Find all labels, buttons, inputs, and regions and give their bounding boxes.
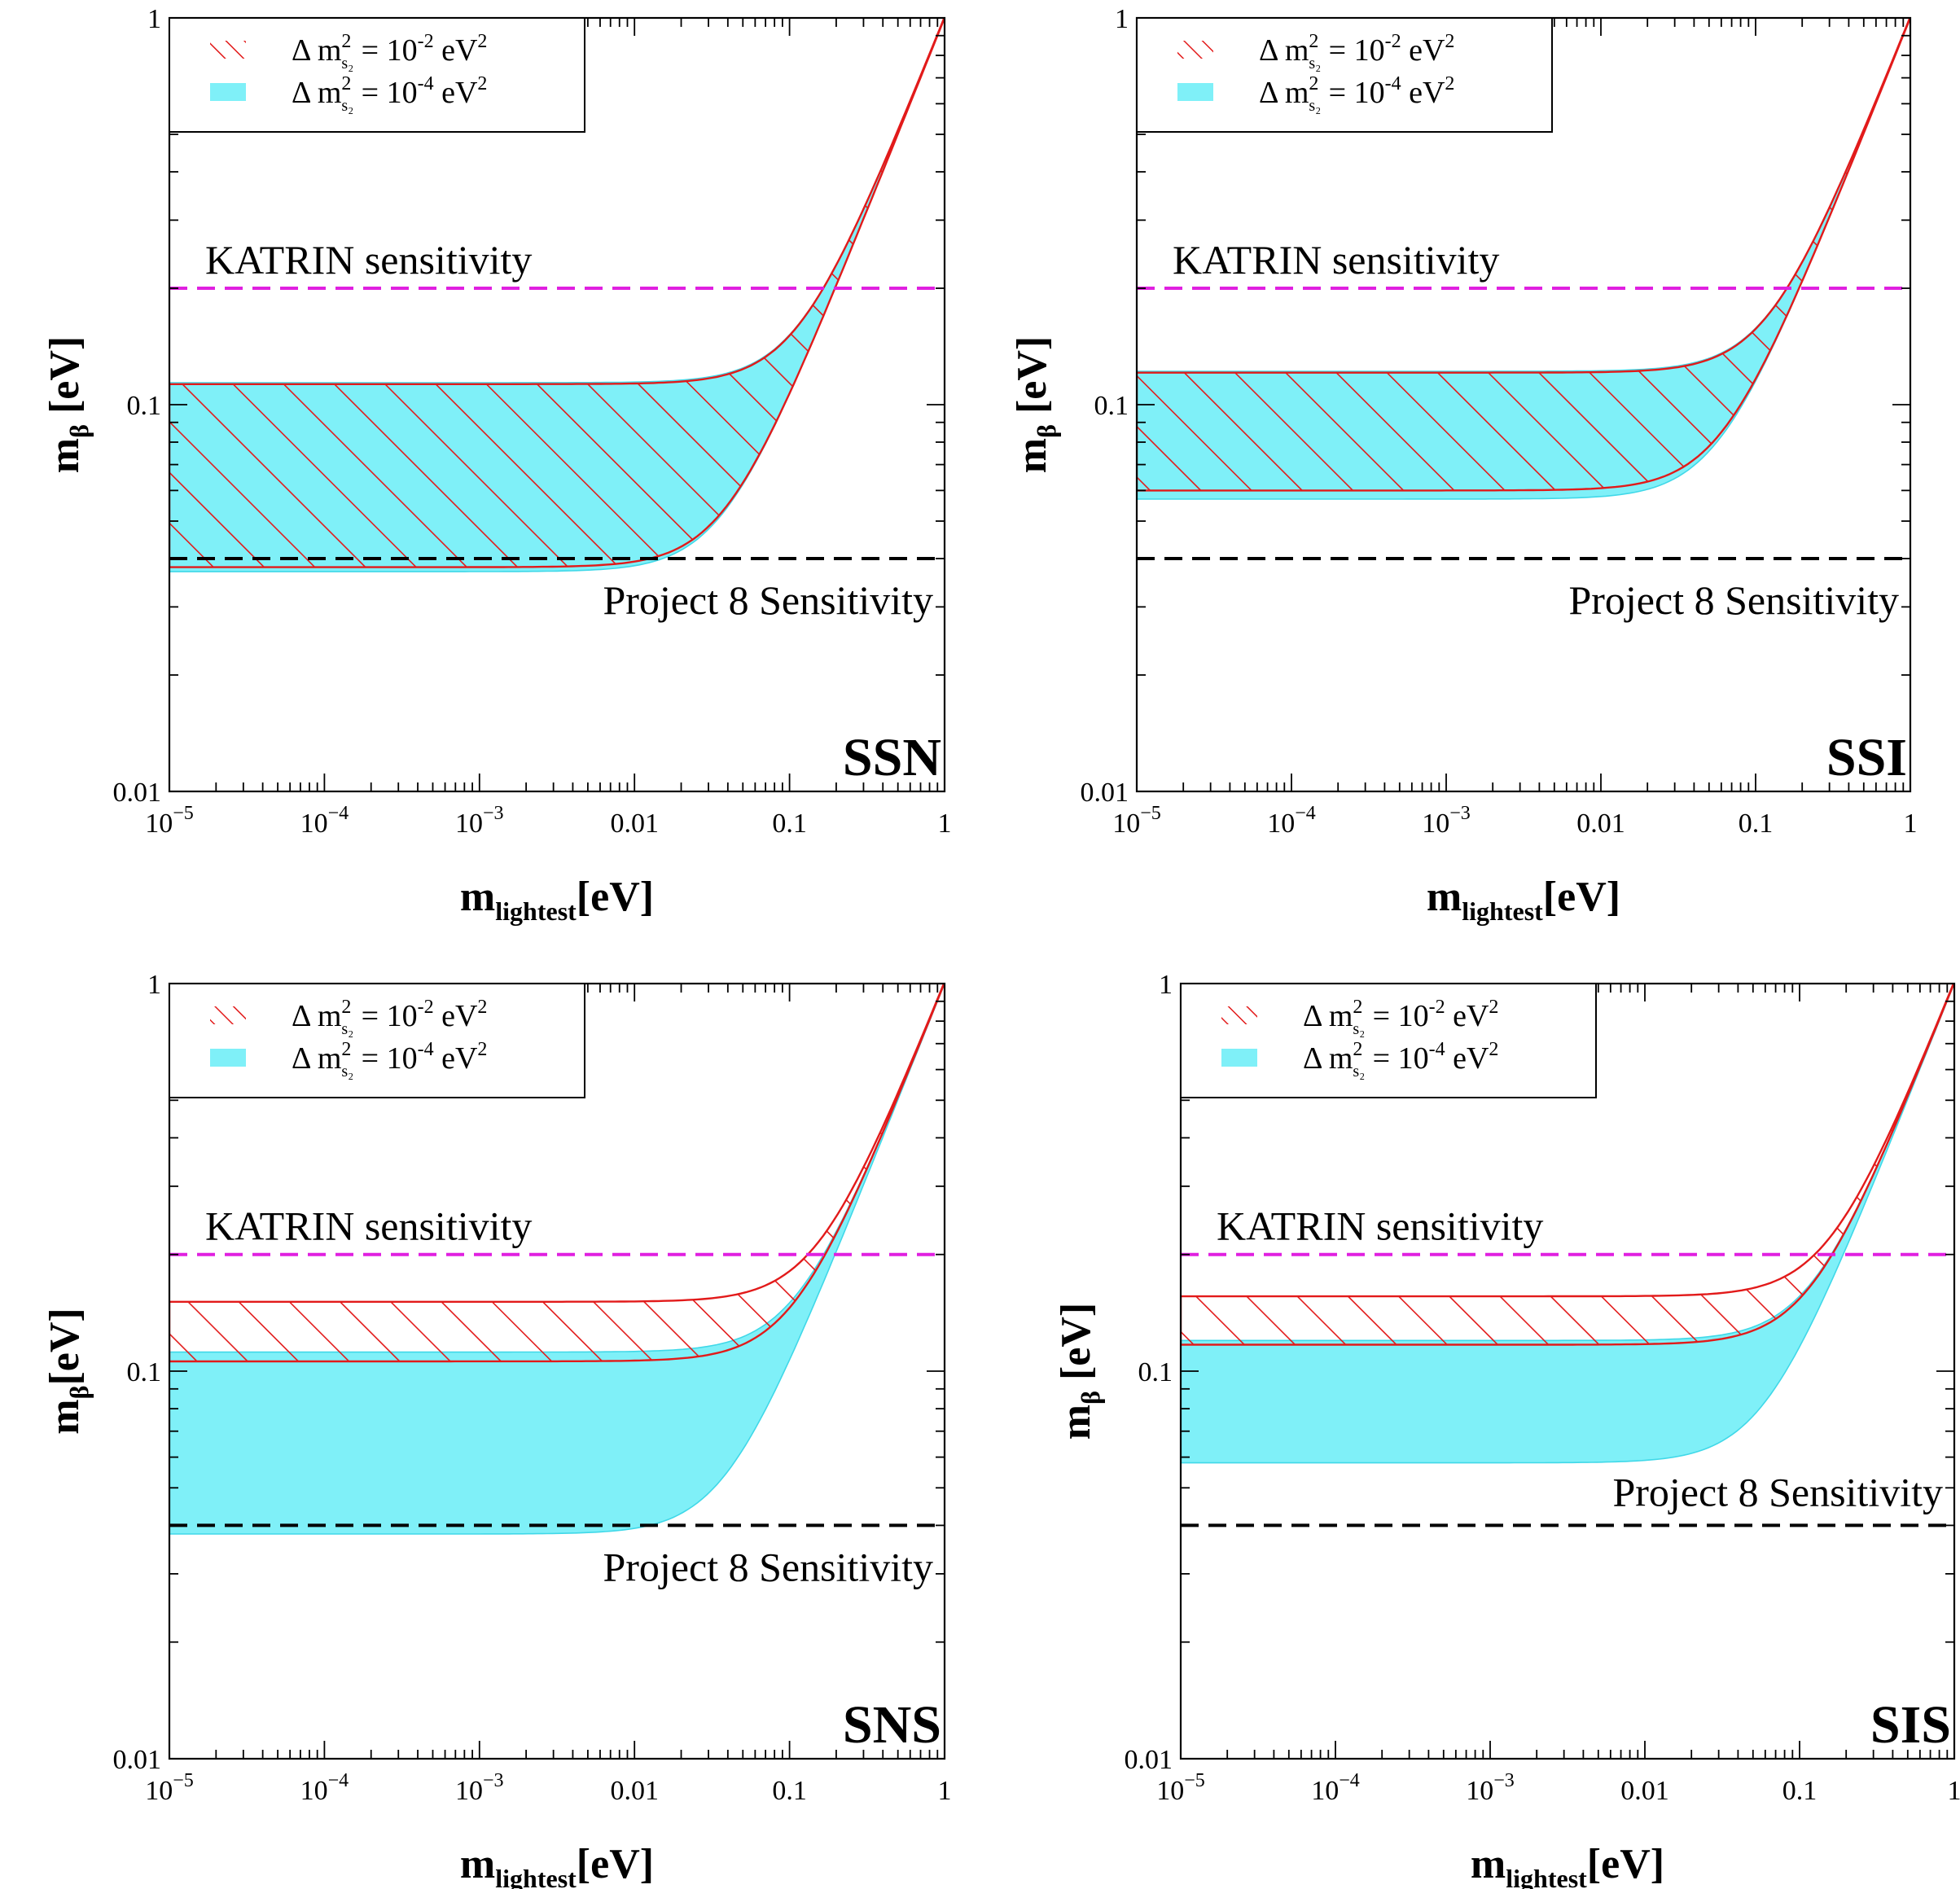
- y-tick-label: 0.01: [1125, 1745, 1173, 1775]
- x-tick-label: 10−4: [300, 1770, 349, 1806]
- y-tick-label: 0.01: [113, 778, 162, 808]
- legend-label: Δ m2 s₂ = 10-2 eV2: [1303, 997, 1498, 1038]
- panel-ssn: KATRIN sensitivity Project 8 Sensitivity 1…: [42, 4, 952, 926]
- x-tick-label: 0.01: [1620, 1776, 1669, 1806]
- x-tick-label: 0.1: [1782, 1776, 1817, 1806]
- panel-tag: SIS: [1870, 1695, 1951, 1755]
- legend-box: [1180, 983, 1597, 1098]
- legend-label: Δ m2 s₂ = 10-4 eV2: [1303, 1039, 1498, 1080]
- legend-label: Δ m2 s₂ = 10-4 eV2: [292, 1039, 487, 1080]
- x-tick-label: 10−4: [1311, 1770, 1360, 1806]
- legend-swatch-hatch: [1177, 41, 1213, 59]
- panel-tag: SNS: [843, 1695, 941, 1755]
- x-axis-title: mlightest[eV]: [1427, 874, 1620, 926]
- x-tick-label: 10−5: [1112, 803, 1161, 839]
- project8-label: Project 8 Sensitivity: [603, 577, 933, 623]
- y-axis-title: mβ [eV]: [1009, 336, 1061, 473]
- x-tick-label: 10−3: [1466, 1770, 1515, 1806]
- y-tick-label: 0.01: [1081, 778, 1129, 808]
- x-tick-label: 10−5: [145, 1770, 194, 1806]
- band-dm2-1e-2: [1137, 18, 1910, 492]
- x-axis-title: mlightest[eV]: [460, 874, 654, 926]
- legend-box: [1136, 17, 1553, 133]
- y-tick-label: 1: [147, 970, 161, 1000]
- project8-label: Project 8 Sensitivity: [603, 1544, 933, 1589]
- x-tick-label: 1: [1948, 1776, 1960, 1806]
- y-tick-label: 1: [1115, 4, 1129, 34]
- y-axis-title: mβ [eV]: [1053, 1303, 1105, 1440]
- y-axis-title: mβ[eV]: [42, 1308, 94, 1434]
- x-tick-label: 10−4: [300, 803, 349, 839]
- legend-swatch-fill: [1177, 83, 1213, 101]
- x-axis-title: mlightest[eV]: [1471, 1841, 1664, 1889]
- x-tick-label: 0.01: [1576, 809, 1625, 839]
- x-tick-label: 0.1: [772, 809, 807, 839]
- panel-tag: SSN: [843, 728, 941, 787]
- x-tick-label: 1: [938, 1776, 952, 1806]
- x-tick-label: 10−3: [1422, 803, 1471, 839]
- legend-swatch-fill: [1221, 1049, 1257, 1067]
- x-tick-label: 10−5: [1156, 1770, 1205, 1806]
- legend-swatch-hatch: [210, 1006, 246, 1024]
- x-tick-label: 0.1: [772, 1776, 807, 1806]
- x-tick-label: 0.01: [610, 1776, 659, 1806]
- legend-label: Δ m2 s₂ = 10-2 eV2: [292, 997, 487, 1038]
- y-axis-title: mβ [eV]: [42, 336, 94, 473]
- y-tick-label: 1: [1159, 970, 1173, 1000]
- katrin-label: KATRIN sensitivity: [1173, 237, 1499, 283]
- x-tick-label: 10−5: [145, 803, 194, 839]
- legend-box: [169, 983, 585, 1098]
- katrin-label: KATRIN sensitivity: [1217, 1203, 1543, 1249]
- band-dm2-1e-2: [169, 18, 945, 568]
- legend-swatch-hatch: [210, 41, 246, 59]
- project8-label: Project 8 Sensitivity: [1568, 577, 1899, 623]
- panel-sns: KATRIN sensitivity Project 8 Sensitivity 1…: [42, 970, 952, 1889]
- y-tick-label: 0.1: [127, 391, 162, 421]
- panel-ssi: KATRIN sensitivity Project 8 Sensitivity 1…: [1009, 4, 1918, 926]
- x-tick-label: 10−4: [1267, 803, 1316, 839]
- x-axis-title: mlightest[eV]: [460, 1841, 654, 1889]
- panel-sis: KATRIN sensitivity Project 8 Sensitivity 1…: [1053, 970, 1960, 1889]
- x-tick-label: 10−3: [455, 803, 504, 839]
- katrin-label: KATRIN sensitivity: [205, 1203, 532, 1249]
- legend-swatch-fill: [210, 1049, 246, 1067]
- band-dm2-1e-2: [169, 984, 945, 1363]
- legend-swatch-hatch: [1221, 1006, 1257, 1024]
- legend-label: Δ m2 s₂ = 10-2 eV2: [292, 31, 487, 72]
- project8-label: Project 8 Sensitivity: [1612, 1469, 1943, 1514]
- y-tick-label: 0.1: [1138, 1357, 1173, 1387]
- panel-tag: SSI: [1826, 728, 1907, 787]
- legend-label: Δ m2 s₂ = 10-4 eV2: [292, 73, 487, 115]
- y-tick-label: 0.1: [1094, 391, 1129, 421]
- y-tick-label: 1: [147, 4, 161, 34]
- x-tick-label: 0.1: [1739, 809, 1774, 839]
- legend-swatch-fill: [210, 83, 246, 101]
- y-tick-label: 0.1: [127, 1357, 162, 1387]
- x-tick-label: 10−3: [455, 1770, 504, 1806]
- x-tick-label: 0.01: [610, 809, 659, 839]
- katrin-label: KATRIN sensitivity: [205, 237, 532, 283]
- legend-label: Δ m2 s₂ = 10-4 eV2: [1259, 73, 1454, 115]
- x-tick-label: 1: [1904, 809, 1918, 839]
- legend-box: [169, 17, 585, 133]
- legend-label: Δ m2 s₂ = 10-2 eV2: [1259, 31, 1454, 72]
- band-dm2-1e-2: [1181, 984, 1954, 1346]
- x-tick-label: 1: [938, 809, 952, 839]
- y-tick-label: 0.01: [113, 1745, 162, 1775]
